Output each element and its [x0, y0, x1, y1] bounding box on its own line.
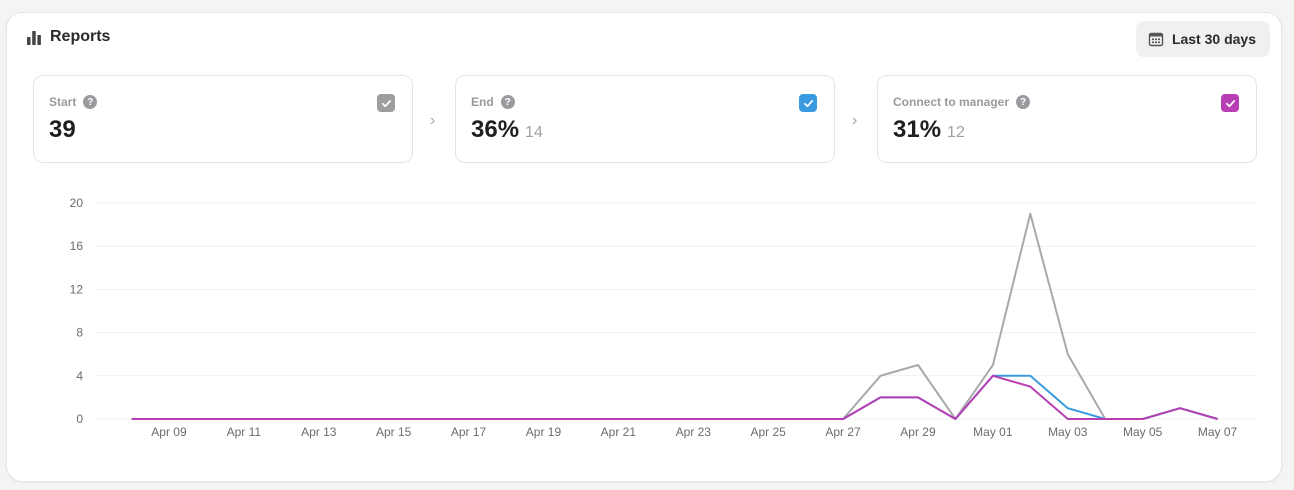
y-tick-label: 20 [70, 196, 84, 210]
metric-card-start[interactable]: Start ? 39 [33, 75, 413, 163]
metric-card-end[interactable]: End ? 36% 14 [455, 75, 835, 163]
bar-chart-icon [27, 31, 41, 45]
chevron-right-icon: › [852, 112, 858, 129]
x-tick-label: Apr 17 [451, 425, 487, 439]
metric-value: 36% [471, 116, 520, 143]
x-tick-label: Apr 11 [227, 425, 262, 439]
reports-header: Reports [26, 28, 110, 46]
x-tick-label: May 03 [1048, 425, 1088, 439]
y-tick-label: 0 [76, 412, 83, 426]
series-toggle-checkbox[interactable] [1221, 94, 1239, 112]
calendar-icon [1148, 32, 1164, 47]
metric-value-row: 36% 14 [471, 116, 543, 144]
x-tick-label: Apr 27 [825, 425, 861, 439]
date-range-button[interactable]: Last 30 days [1135, 21, 1270, 57]
series-line-0 [131, 212, 1218, 420]
x-tick-label: Apr 29 [900, 425, 936, 439]
help-icon[interactable]: ? [500, 95, 515, 109]
metric-label: Connect to manager [893, 95, 1010, 109]
metric-value-row: 31% 12 [893, 116, 965, 144]
metric-sub: 14 [525, 124, 543, 141]
metric-sub: 12 [947, 124, 965, 141]
check-icon [1225, 99, 1235, 107]
x-tick-label: May 07 [1198, 425, 1238, 439]
series-line-2 [131, 374, 1218, 420]
check-icon [803, 99, 813, 107]
x-tick-label: Apr 23 [676, 425, 712, 439]
metric-label: End [471, 95, 494, 109]
metric-label: Start [49, 95, 77, 109]
metric-value-row: 39 [49, 116, 82, 144]
y-tick-label: 8 [76, 326, 83, 340]
y-tick-label: 4 [76, 369, 83, 383]
x-tick-label: Apr 13 [301, 425, 337, 439]
metric-card-connect[interactable]: Connect to manager ? 31% 12 [877, 75, 1257, 163]
series-line-1 [131, 374, 1218, 420]
x-tick-label: Apr 19 [526, 425, 562, 439]
x-tick-label: Apr 21 [601, 425, 637, 439]
y-tick-label: 16 [70, 239, 84, 253]
metric-label-row: Connect to manager ? [893, 95, 1031, 109]
series-toggle-checkbox[interactable] [799, 94, 817, 112]
x-tick-label: Apr 15 [376, 425, 412, 439]
check-icon [381, 99, 391, 107]
x-tick-label: May 01 [973, 425, 1013, 439]
metric-label-row: Start ? [49, 95, 98, 109]
help-icon[interactable]: ? [83, 95, 98, 109]
metric-label-row: End ? [471, 95, 515, 109]
date-range-label: Last 30 days [1171, 31, 1256, 47]
x-tick-label: May 05 [1123, 425, 1163, 439]
x-tick-label: Apr 09 [151, 425, 187, 439]
page-title: Reports [50, 28, 111, 45]
metric-value: 31% [893, 116, 942, 143]
x-tick-label: Apr 25 [750, 425, 786, 439]
help-icon[interactable]: ? [1016, 95, 1031, 109]
y-tick-label: 12 [70, 282, 84, 296]
series-toggle-checkbox[interactable] [377, 94, 395, 112]
metric-value: 39 [49, 116, 76, 143]
chevron-right-icon: › [430, 112, 436, 129]
